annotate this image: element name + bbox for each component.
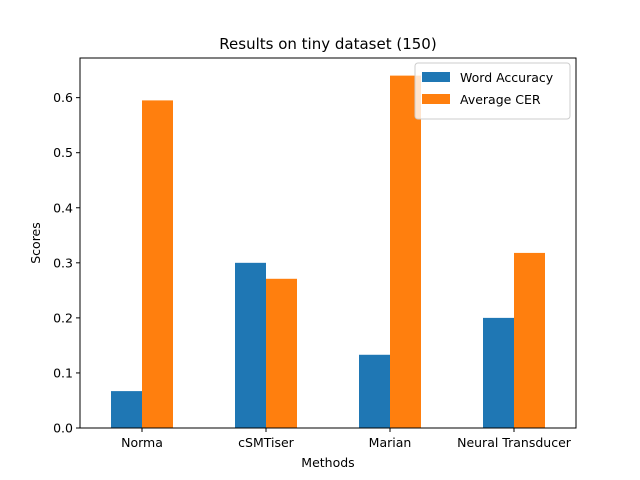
x-tick-label: Marian (369, 435, 412, 450)
bar-average-cer-csmtiser (266, 278, 297, 428)
legend-box (414, 62, 571, 120)
y-tick-label: 0.5 (53, 145, 73, 160)
plot-frame (79, 57, 577, 429)
legend-label-average-cer: Average CER (460, 92, 541, 107)
bar-average-cer-norma (142, 100, 173, 428)
y-tick-label: 0.1 (53, 365, 73, 380)
bar-average-cer-marian (390, 75, 421, 428)
ticks-layer: Norma cSMTiser Marian Neural Transducer 0.0 0… (53, 90, 572, 450)
bar-word-accuracy-neural-transducer (483, 317, 514, 428)
y-axis-label: Scores (28, 222, 43, 264)
legend-swatch-word-accuracy (422, 72, 450, 82)
legend-swatch-average-cer (422, 94, 450, 104)
bar-word-accuracy-marian (359, 354, 390, 428)
y-tick-label: 0.2 (53, 310, 73, 325)
bars-layer (111, 75, 545, 428)
x-tick-label: Neural Transducer (457, 435, 572, 450)
y-tick-label: 0.3 (53, 255, 73, 270)
bar-word-accuracy-norma (111, 391, 142, 428)
y-tick-label: 0.6 (53, 90, 73, 105)
bar-average-cer-neural-transducer (514, 252, 545, 428)
y-tick-label: 0.0 (53, 421, 73, 436)
legend-label-word-accuracy: Word Accuracy (460, 70, 554, 85)
x-tick-label: cSMTiser (238, 435, 295, 450)
x-tick-label: Norma (121, 435, 163, 450)
x-axis-label: Methods (301, 455, 354, 470)
chart-title: Results on tiny dataset (150) (219, 35, 436, 53)
legend: Word Accuracy Average CER (414, 62, 571, 120)
bar-word-accuracy-csmtiser (235, 262, 266, 428)
y-tick-label: 0.4 (53, 200, 73, 215)
